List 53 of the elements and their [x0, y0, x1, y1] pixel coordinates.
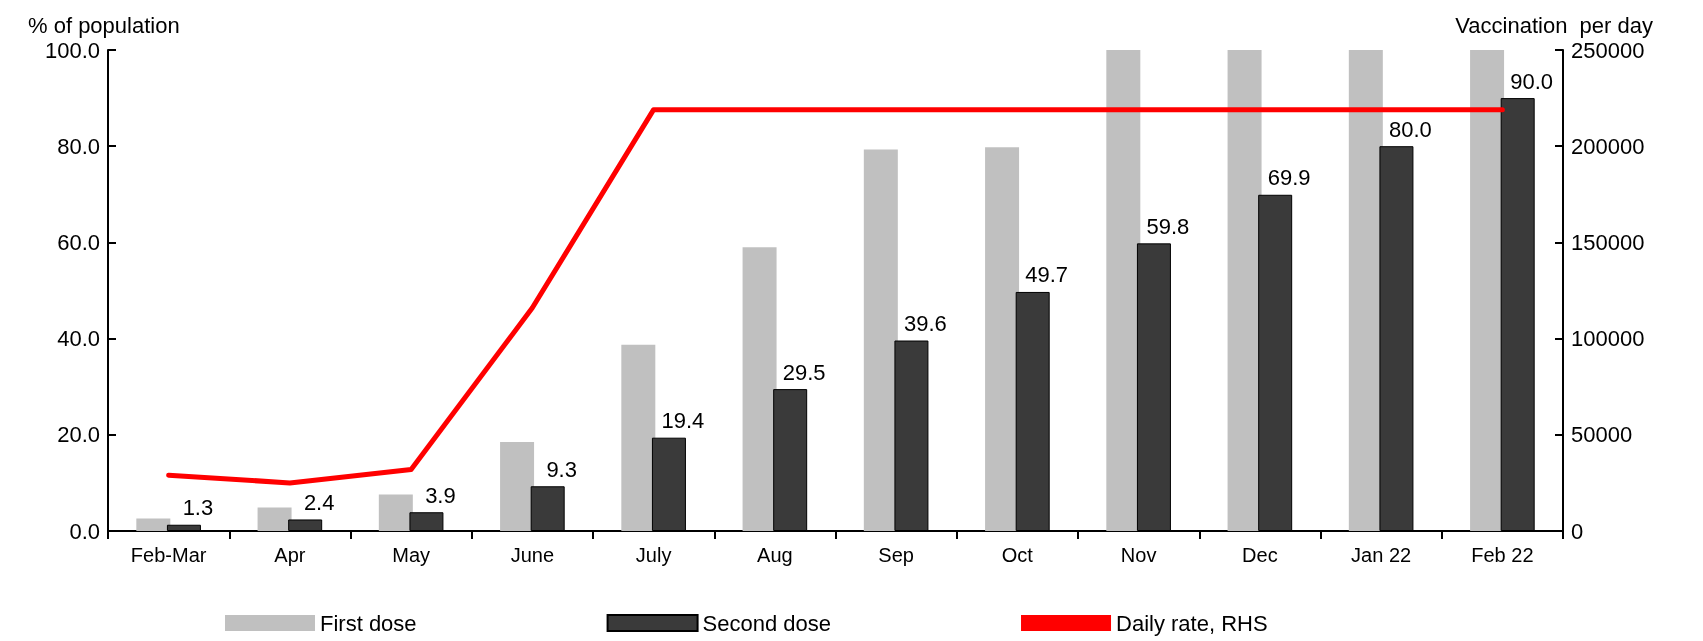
x-tick-label: June — [510, 544, 555, 566]
legend-label: First dose — [320, 610, 417, 636]
y2-tick-label: 50000 — [1571, 422, 1633, 448]
data-label: 1.3 — [182, 495, 214, 521]
bar — [1227, 50, 1262, 531]
data-label: 59.8 — [1146, 213, 1190, 239]
legend-label: Second dose — [702, 610, 832, 636]
bar — [136, 518, 171, 531]
x-tick-label: Jan 22 — [1351, 544, 1412, 566]
bar — [863, 149, 898, 531]
y-tick-label: 60.0 — [57, 229, 100, 255]
legend-label: Daily rate, RHS — [1116, 610, 1268, 636]
y-tick-label: 0.0 — [69, 518, 100, 544]
y-axis-title: % of population — [28, 12, 180, 38]
y2-tick-label: 200000 — [1571, 133, 1645, 159]
bar — [621, 344, 656, 531]
y-tick-label: 20.0 — [57, 422, 100, 448]
x-tick-label: Feb-Mar — [130, 544, 207, 566]
data-label: 90.0 — [1510, 68, 1554, 94]
data-label: 9.3 — [546, 456, 577, 482]
data-label: 49.7 — [1025, 262, 1069, 288]
data-label: 69.9 — [1267, 165, 1311, 191]
bar — [378, 494, 413, 531]
x-tick-label: Feb 22 — [1471, 544, 1534, 566]
x-tick-label: July — [635, 544, 672, 566]
bar — [500, 442, 535, 531]
y2-tick-label: 100000 — [1571, 326, 1645, 352]
x-tick-label: Aug — [757, 544, 793, 566]
y-tick-label: 80.0 — [57, 133, 100, 159]
x-tick-label: Oct — [1001, 544, 1034, 566]
y-tick-label: 40.0 — [57, 326, 100, 352]
x-tick-label: Apr — [274, 544, 306, 566]
bar — [1348, 50, 1383, 531]
bar — [257, 507, 292, 531]
x-tick-label: Dec — [1242, 544, 1278, 566]
y2-axis-title: Vaccination per day — [1455, 12, 1653, 38]
bar — [1106, 50, 1141, 531]
bar — [985, 147, 1020, 531]
y2-tick-label: 0 — [1571, 518, 1584, 544]
data-label: 39.6 — [904, 311, 947, 337]
data-label: 29.5 — [782, 359, 826, 385]
bar — [742, 247, 777, 531]
y2-tick-label: 150000 — [1571, 229, 1645, 255]
data-label: 2.4 — [303, 489, 335, 515]
x-tick-label: Nov — [1120, 544, 1157, 566]
data-label: 80.0 — [1389, 116, 1432, 142]
y-tick-label: 100.0 — [44, 37, 100, 63]
data-label: 3.9 — [425, 482, 456, 508]
y2-tick-label: 250000 — [1571, 37, 1645, 63]
bar — [1470, 50, 1505, 531]
data-label: 19.4 — [661, 408, 705, 434]
x-tick-label: Sep — [878, 544, 914, 566]
x-tick-label: May — [392, 544, 431, 566]
